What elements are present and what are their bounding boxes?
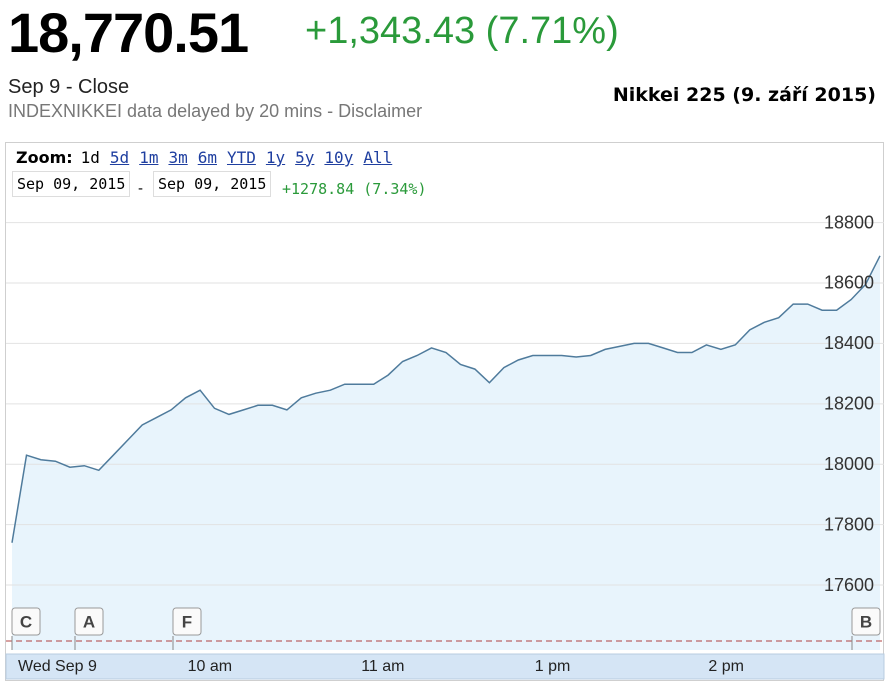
zoom-label: Zoom:	[16, 148, 73, 167]
flag-label: C	[20, 612, 32, 631]
flag-label: A	[83, 612, 95, 631]
date-input[interactable]: Sep 09, 2015	[153, 171, 272, 197]
x-tick-label: 10 am	[188, 658, 232, 675]
flag-label: F	[182, 612, 192, 631]
range-change: +1278.84 (7.34%)	[282, 180, 427, 198]
x-tick-label: 1 pm	[535, 658, 571, 675]
range-separator: -	[138, 180, 143, 197]
range-to[interactable]: Sep 09, 2015	[153, 171, 272, 197]
disclaimer[interactable]: INDEXNIKKEI data delayed by 20 mins - Di…	[8, 101, 423, 121]
chart-panel	[5, 142, 884, 681]
x-tick-label: 2 pm	[708, 658, 744, 675]
y-tick-label: 18200	[824, 394, 874, 414]
price-line	[11, 255, 881, 543]
y-tick-label: 17600	[824, 575, 874, 595]
zoom-option[interactable]: 6m	[197, 148, 217, 167]
price: 18,770.51	[8, 1, 249, 64]
zoom-option[interactable]: 5y	[295, 148, 315, 167]
y-tick-label: 17800	[824, 514, 874, 534]
y-tick-label: 18400	[824, 333, 874, 353]
x-axis-band	[5, 653, 885, 680]
session: Sep 9 - Close	[8, 76, 130, 98]
x-tick-label: 11 am	[361, 658, 404, 675]
flag-box	[74, 607, 104, 636]
zoom-option[interactable]: 1m	[139, 148, 159, 167]
zoom-option[interactable]: 5d	[109, 148, 130, 167]
flag-label: B	[860, 612, 872, 631]
caption: Nikkei 225 (9. září 2015)	[612, 84, 876, 106]
zoom-option[interactable]: 3m	[168, 148, 188, 167]
zoom-option[interactable]: All	[363, 148, 393, 167]
date-input[interactable]: Sep 09, 2015	[12, 171, 131, 197]
range-from[interactable]: Sep 09, 2015	[12, 171, 131, 197]
zoom-option[interactable]: YTD	[226, 148, 256, 167]
y-tick-label: 18800	[824, 212, 874, 232]
price-change: +1,343.43 (7.71%)	[305, 10, 619, 52]
zoom-option[interactable]: 1y	[265, 148, 286, 167]
flag-box	[851, 607, 881, 636]
y-tick-label: 18600	[824, 273, 874, 293]
x-tick-label: Wed Sep 9	[18, 658, 97, 675]
y-tick-label: 18000	[824, 454, 874, 474]
zoom-option[interactable]: 10y	[324, 148, 354, 167]
zoom-option[interactable]: 1d	[80, 148, 100, 167]
flag-box	[172, 607, 202, 636]
flag-box	[11, 607, 41, 636]
area-fill	[12, 255, 880, 651]
zoom-bar: Zoom: 1d 5d 1m 3m 6m YTD 1y 5y 10y All	[16, 148, 402, 167]
